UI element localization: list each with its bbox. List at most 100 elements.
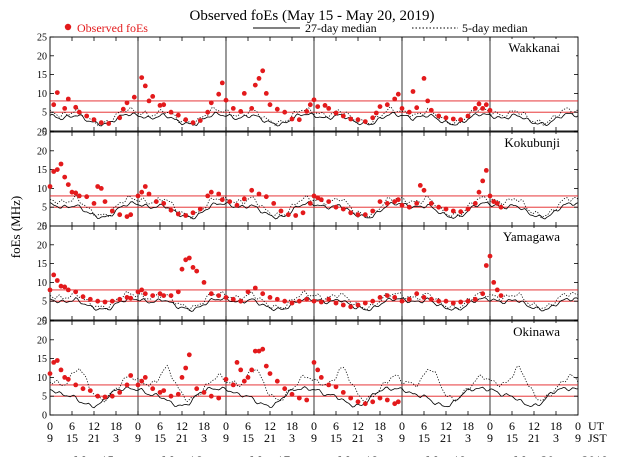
observed-point	[227, 199, 233, 205]
observed-point	[289, 116, 295, 122]
observed-point	[260, 68, 266, 74]
observed-point	[311, 298, 317, 304]
observed-point	[175, 289, 181, 295]
observed-point	[124, 295, 130, 300]
observed-point	[183, 365, 189, 371]
ut-tick-label: 0	[223, 419, 229, 433]
observed-point	[362, 212, 368, 218]
observed-point	[208, 189, 214, 195]
observed-point	[190, 265, 196, 270]
observed-point	[304, 397, 310, 403]
observed-point	[326, 106, 332, 111]
observed-point	[296, 298, 302, 304]
station-label: Kokubunji	[504, 135, 560, 150]
ut-tick-label: 18	[110, 419, 122, 433]
observed-point	[183, 117, 189, 123]
observed-point	[219, 197, 225, 203]
observed-point	[458, 299, 464, 305]
y-tick-label: 10	[37, 278, 47, 289]
ut-tick-label: 12	[440, 419, 452, 433]
observed-point	[296, 395, 302, 401]
ut-tick-label: 0	[399, 419, 405, 433]
jst-tick-label: 15	[154, 431, 166, 445]
y-tick-label: 20	[37, 51, 47, 62]
observed-point	[205, 109, 211, 115]
jst-tick-label: 15	[66, 431, 78, 445]
observed-point	[124, 214, 130, 220]
observed-point	[395, 91, 401, 97]
observed-point	[487, 107, 493, 113]
observed-point	[168, 207, 174, 213]
observed-point	[62, 375, 68, 380]
observed-point	[234, 360, 240, 365]
station-label: Okinawa	[513, 324, 560, 339]
y-tick-label: 25	[37, 317, 47, 328]
panel-yamagawa: 0 5 10 15 20 25 Yamagawa	[37, 222, 579, 327]
observed-point	[465, 206, 471, 212]
y-tick-label: 0	[42, 411, 47, 422]
jst-tick-label: 21	[88, 431, 100, 445]
jst-tick-label: 9	[487, 431, 493, 445]
observed-point	[370, 208, 376, 214]
observed-point	[384, 397, 390, 403]
observed-point	[62, 106, 68, 111]
observed-point	[304, 109, 310, 114]
observed-point	[201, 390, 207, 395]
observed-point	[274, 296, 280, 302]
y-tick-label: 15	[37, 259, 47, 270]
observed-point	[216, 293, 222, 298]
observed-point	[205, 193, 211, 199]
observed-point	[238, 298, 244, 304]
observed-point	[480, 178, 486, 184]
jst-tick-label: 15	[242, 431, 254, 445]
observed-point	[150, 386, 156, 392]
observed-point	[278, 208, 284, 214]
ut-tick-label: 18	[550, 419, 562, 433]
observed-point	[414, 201, 420, 206]
observed-point	[142, 184, 148, 189]
observed-point	[51, 102, 57, 108]
observed-point	[252, 285, 258, 291]
observed-point	[109, 393, 115, 399]
observed-point	[76, 193, 82, 199]
observed-point	[241, 196, 247, 202]
observed-point	[157, 291, 163, 297]
observed-point	[370, 399, 376, 405]
observed-point	[102, 299, 108, 305]
observed-point	[84, 194, 90, 200]
observed-point	[223, 376, 229, 382]
observed-point	[494, 287, 500, 293]
observed-point	[241, 91, 247, 96]
ut-tick-label: 12	[528, 419, 540, 433]
observed-point	[476, 189, 482, 195]
observed-point	[263, 363, 269, 369]
observed-point	[194, 386, 200, 392]
observed-point	[150, 293, 156, 298]
y-tick-label: 10	[37, 373, 47, 384]
station-label-bg	[492, 323, 576, 341]
jst-tick-label: 3	[201, 431, 207, 445]
observed-point	[124, 382, 130, 388]
observed-point	[282, 298, 288, 304]
observed-point	[399, 202, 405, 208]
median-27-day-line	[49, 201, 579, 220]
observed-point	[348, 304, 354, 310]
observed-point	[80, 294, 86, 300]
observed-point	[333, 384, 339, 390]
median-5-day-line	[49, 290, 579, 311]
observed-point	[168, 393, 174, 399]
observed-point	[190, 120, 196, 126]
observed-point	[84, 113, 90, 119]
observed-point	[483, 102, 489, 108]
y-tick-label: 5	[42, 392, 47, 403]
observed-point	[157, 103, 163, 108]
observed-point	[51, 360, 57, 365]
observed-point	[128, 295, 134, 301]
observed-point	[168, 293, 174, 298]
observed-point	[377, 104, 383, 109]
observed-point	[399, 298, 405, 304]
observed-point	[311, 360, 317, 365]
station-label-bg	[492, 134, 576, 152]
station-label: Yamagawa	[503, 229, 560, 244]
y-tick-label: 15	[37, 165, 47, 176]
